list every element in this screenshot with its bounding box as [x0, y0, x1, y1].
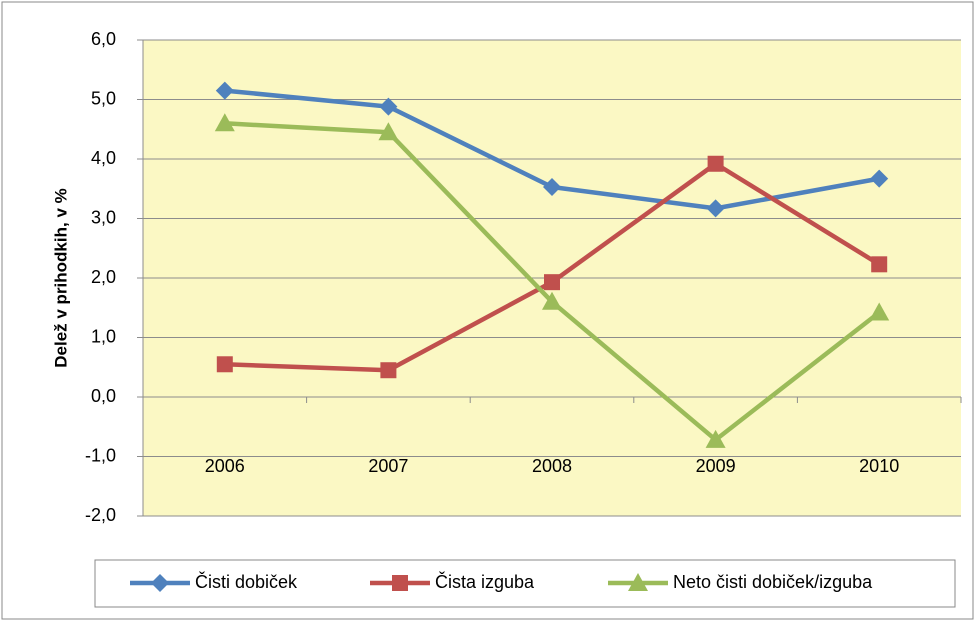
marker [543, 177, 561, 196]
y-axis-label: Delež v prihodkih, v % [51, 188, 70, 368]
marker [378, 122, 399, 141]
marker [392, 575, 408, 591]
legend-label: Čisti dobiček [195, 571, 298, 592]
marker [380, 362, 397, 379]
x-tick-label: 2006 [205, 456, 245, 476]
x-tick-label: 2007 [368, 456, 408, 476]
x-tick-label: 2010 [859, 456, 899, 476]
y-tick-label: -2,0 [85, 505, 116, 525]
marker [544, 274, 560, 291]
legend-label: Čista izguba [435, 571, 535, 592]
marker [214, 113, 235, 132]
y-tick-label: 2,0 [91, 267, 116, 287]
y-tick-label: 1,0 [91, 326, 116, 346]
x-tick-label: 2008 [532, 456, 572, 476]
marker [628, 573, 648, 591]
marker [707, 155, 724, 172]
marker [871, 256, 888, 273]
legend-label: Neto čisti dobiček/izguba [673, 572, 873, 592]
marker [379, 97, 398, 116]
marker [870, 169, 889, 188]
marker [215, 81, 234, 100]
marker [542, 291, 562, 310]
marker [705, 429, 726, 448]
y-tick-label: 0,0 [91, 386, 116, 406]
y-tick-label: 6,0 [91, 29, 116, 49]
y-tick-label: 5,0 [91, 88, 116, 108]
y-tick-label: 4,0 [91, 148, 116, 168]
y-tick-label: 3,0 [91, 207, 116, 227]
legend-box [94, 559, 956, 608]
y-tick-label: -1,0 [85, 445, 116, 465]
x-tick-label: 2009 [696, 456, 736, 476]
marker [869, 302, 890, 321]
marker [706, 199, 725, 218]
marker [151, 574, 169, 592]
marker [216, 356, 233, 373]
